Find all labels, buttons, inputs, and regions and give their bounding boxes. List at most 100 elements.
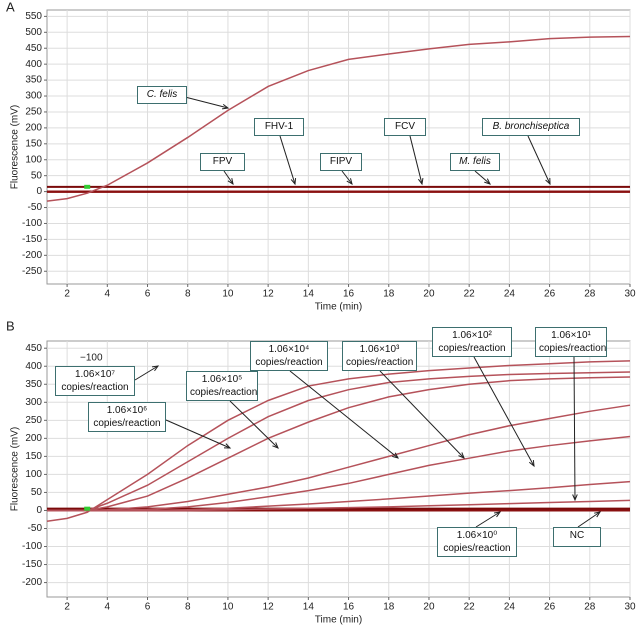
y-tick-label: 450 [25, 43, 42, 54]
callout-label: 1.06×10² copies/reaction [432, 327, 512, 357]
arrow-head [545, 177, 551, 186]
y-tick-label: 200 [25, 433, 42, 444]
x-tick-label: 4 [105, 602, 111, 613]
y-tick-label: -150 [22, 559, 42, 570]
x-tick-label: 2 [64, 289, 70, 300]
x-tick-label: 18 [383, 602, 395, 613]
callout-arrow [527, 135, 551, 185]
x-tick-label: 12 [263, 289, 275, 300]
callout-arrow [279, 135, 296, 185]
callout-arrow [573, 356, 576, 501]
x-tick-label: 14 [303, 289, 315, 300]
y-tick-label: 350 [25, 75, 42, 86]
x-tick-label: 6 [145, 602, 151, 613]
callout-label: 1.06×10⁷ copies/reaction [55, 366, 135, 396]
series-line [46, 35, 631, 202]
callout-arrow [473, 356, 535, 467]
x-axis-title: Time (min) [315, 615, 362, 626]
callout-arrow [134, 365, 159, 381]
x-tick-label: 24 [504, 602, 516, 613]
y-tick-label: -200 [22, 577, 42, 588]
annotation: −100 [80, 353, 103, 364]
x-tick-label: 8 [185, 602, 191, 613]
arrow-head [417, 177, 424, 186]
callout-arrow [289, 370, 399, 459]
callout-label: NC [553, 527, 601, 547]
y-tick-label: -200 [22, 250, 42, 261]
y-axis-title: Fluorescence (mV) [10, 105, 21, 189]
y-tick-label: -50 [28, 202, 43, 213]
callout-label: FIPV [320, 153, 362, 171]
arrow-head [392, 452, 399, 459]
x-tick-label: 28 [584, 289, 596, 300]
arrow-head [290, 177, 297, 186]
panel-label: A [6, 0, 15, 14]
panel-label: B [6, 318, 15, 333]
callout-arrow [474, 170, 491, 185]
baseline-marker [84, 184, 91, 189]
callout-arrow [577, 511, 601, 528]
x-tick-label: 16 [343, 289, 355, 300]
callout-label: C. felis [137, 86, 187, 104]
y-tick-label: 100 [25, 154, 42, 165]
x-tick-label: 8 [185, 289, 191, 300]
arrow-head [223, 443, 232, 449]
x-tick-label: 10 [222, 289, 234, 300]
y-tick-label: 150 [25, 138, 42, 149]
callout-label: M. felis [450, 153, 500, 171]
callout-label: 1.06×10¹ copies/reaction [535, 327, 607, 357]
y-tick-label: 250 [25, 107, 42, 118]
callout-label: B. bronchiseptica [482, 118, 580, 136]
x-tick-label: 26 [544, 289, 556, 300]
x-tick-label: 10 [222, 602, 234, 613]
y-tick-label: 50 [31, 487, 43, 498]
y-tick-label: 500 [25, 27, 42, 38]
x-tick-label: 18 [383, 289, 395, 300]
callout-label: 1.06×10⁶ copies/reaction [88, 402, 166, 432]
baseline-marker [84, 506, 91, 511]
arrow-head [346, 178, 353, 186]
x-tick-label: 22 [464, 602, 476, 613]
callout-label: 1.06×10⁴ copies/reaction [250, 341, 328, 371]
callout-label: 1.06×10³ copies/reaction [342, 341, 417, 371]
y-tick-label: 200 [25, 123, 42, 134]
x-tick-label: 20 [423, 602, 435, 613]
callout-arrow [184, 96, 229, 109]
arrow-head [221, 103, 230, 110]
y-tick-label: 550 [25, 11, 42, 22]
callout-label: FPV [200, 153, 245, 171]
y-tick-label: 350 [25, 379, 42, 390]
x-axis-title: Time (min) [315, 302, 362, 313]
x-tick-label: 16 [343, 602, 355, 613]
y-tick-label: -50 [28, 523, 43, 534]
plot-area [46, 340, 631, 598]
arrow-head [528, 459, 535, 468]
x-tick-label: 6 [145, 289, 151, 300]
y-tick-label: 400 [25, 361, 42, 372]
x-tick-label: 28 [584, 602, 596, 613]
series-line [47, 376, 631, 512]
y-tick-label: 400 [25, 59, 42, 70]
x-tick-label: 2 [64, 602, 70, 613]
y-tick-label: -250 [22, 266, 42, 277]
x-tick-label: 20 [423, 289, 435, 300]
y-tick-label: 100 [25, 469, 42, 480]
x-tick-label: 30 [624, 602, 636, 613]
series-line [47, 371, 631, 512]
y-tick-label: 50 [31, 170, 43, 181]
y-tick-label: -100 [22, 541, 42, 552]
x-tick-label: 24 [504, 289, 516, 300]
callout-label: 1.06×10⁵ copies/reaction [186, 371, 258, 401]
y-tick-label: 0 [36, 186, 42, 197]
x-tick-label: 12 [263, 602, 275, 613]
callout-arrow [165, 419, 231, 449]
arrow-head [594, 511, 602, 518]
callout-arrow [409, 135, 423, 185]
y-tick-label: 450 [25, 343, 42, 354]
y-tick-label: -150 [22, 234, 42, 245]
arrow-head [458, 452, 465, 459]
y-tick-label: 0 [36, 505, 42, 516]
y-tick-label: -100 [22, 218, 42, 229]
